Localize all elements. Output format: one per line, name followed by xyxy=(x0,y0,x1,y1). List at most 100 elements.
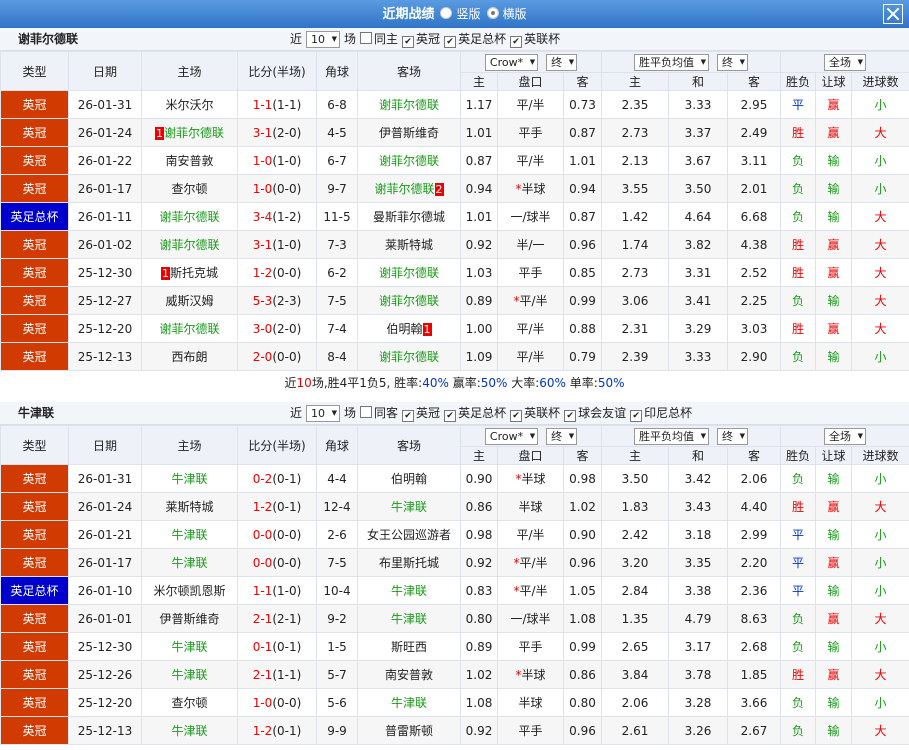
summary-part: 赢率: xyxy=(448,376,481,390)
odds: 2.73 xyxy=(601,258,669,287)
odds: 1.09 xyxy=(460,342,498,371)
team: 牛津联 xyxy=(171,556,208,570)
team: 牛津联 xyxy=(390,584,427,598)
odds-value: 3.50 xyxy=(621,471,649,486)
score: 3-0(2-0) xyxy=(237,314,317,343)
match-row: 英冠 26-01-02 谢菲尔德联 3-1(1-0) 7-3 莱斯特城 0.92 半/一 0.9… xyxy=(0,230,909,259)
odds: 0.87 xyxy=(563,202,602,231)
checkbox[interactable]: ✔ xyxy=(402,36,415,48)
score: 1-1(1-1) xyxy=(237,90,317,119)
count-select[interactable]: 10 xyxy=(306,31,341,48)
away-team: 伊普斯维奇 xyxy=(357,118,461,147)
result: 小 xyxy=(851,146,909,175)
odds: 2.42 xyxy=(601,520,669,549)
odds: 3.11 xyxy=(727,146,781,175)
dropdown[interactable]: 全场 xyxy=(824,53,866,71)
dropdown[interactable]: 终 xyxy=(717,427,748,445)
checkbox[interactable]: ✔ xyxy=(510,36,523,48)
dropdown[interactable]: 胜平负均值 xyxy=(634,427,709,445)
odds-value: 半球 xyxy=(518,696,543,710)
checkbox[interactable]: ✔ xyxy=(510,410,523,422)
checkbox[interactable]: ✔ xyxy=(444,410,457,422)
odds: 1.74 xyxy=(601,230,669,259)
odds: 2.52 xyxy=(727,258,781,287)
odds: 0.94 xyxy=(563,174,602,203)
odds: 0.86 xyxy=(563,660,602,689)
odds: 0.80 xyxy=(460,604,498,633)
score: 0-1(0-1) xyxy=(237,632,317,661)
checkbox[interactable]: ✔ xyxy=(564,410,577,422)
odds-value: 3.41 xyxy=(684,293,712,308)
odds: 0.80 xyxy=(563,688,602,717)
odds: 3.50 xyxy=(601,464,669,493)
team: 牛津联 xyxy=(171,724,208,738)
result: 输 xyxy=(815,716,852,745)
checkbox-label: 英冠 xyxy=(416,406,441,420)
subcolumn-header: 客 xyxy=(563,72,602,91)
odds-value: 0.83 xyxy=(465,583,493,598)
checkbox[interactable]: ✔ xyxy=(630,410,643,422)
red-card: 2 xyxy=(434,183,444,196)
dropdown[interactable]: 终 xyxy=(546,53,578,71)
full-score: 2-0 xyxy=(252,349,273,364)
odds-value: 平/半 xyxy=(516,528,545,542)
dropdown[interactable]: 终 xyxy=(546,427,578,445)
team: 斯旺西 xyxy=(390,640,427,654)
odds: 平/半 xyxy=(497,146,564,175)
half-score: (1-0) xyxy=(272,237,302,252)
match-row: 英冠 25-12-20 查尔顿 1-0(0-0) 5-6 牛津联 1.08 半球 0.80 2.0… xyxy=(0,688,909,717)
full-score: 1-1 xyxy=(252,97,273,112)
full-score: 3-0 xyxy=(252,321,273,336)
odds: 0.92 xyxy=(460,716,498,745)
odds: 4.38 xyxy=(727,230,781,259)
dropdown[interactable]: 终 xyxy=(717,53,748,71)
odds-value: 4.79 xyxy=(684,611,712,626)
dropdown[interactable]: 全场 xyxy=(824,427,866,445)
odds-value: 2.61 xyxy=(621,723,649,738)
dropdown[interactable]: Crow* xyxy=(484,53,539,71)
odds: 3.67 xyxy=(668,146,728,175)
date: 25-12-20 xyxy=(68,688,142,717)
match-row: 英冠 26-01-24 1谢菲尔德联 3-1(2-0) 4-5 伊普斯维奇 1.01 平手 0.… xyxy=(0,118,909,147)
corners: 9-2 xyxy=(316,604,358,633)
match-type: 英冠 xyxy=(0,90,69,119)
full-score: 3-1 xyxy=(252,237,273,252)
odds: 4.79 xyxy=(668,604,728,633)
home-team: 牛津联 xyxy=(141,464,238,493)
dropdown[interactable]: 胜平负均值 xyxy=(634,53,709,71)
odds: 平/半 xyxy=(497,314,564,343)
odds: 0.96 xyxy=(563,548,602,577)
count-select[interactable]: 10 xyxy=(306,405,341,422)
team: 谢菲尔德联 xyxy=(159,238,220,252)
team: 查尔顿 xyxy=(171,182,208,196)
checkbox[interactable] xyxy=(360,32,373,44)
checkbox[interactable]: ✔ xyxy=(402,410,415,422)
result: 负 xyxy=(780,146,816,175)
dropdown-cell: Crow* 终 xyxy=(460,425,602,447)
subheader-row: 主盘口客主和客胜负 让球 进球数 xyxy=(1,72,909,91)
odds-value: 3.11 xyxy=(740,153,768,168)
radio[interactable] xyxy=(440,7,453,19)
radio[interactable] xyxy=(486,7,499,19)
odds: 1.83 xyxy=(601,492,669,521)
match-row: 英冠 26-01-17 牛津联 0-0(0-0) 7-5 布里斯托城 0.92 *平/半 0.9… xyxy=(0,548,909,577)
summary-part: 40% xyxy=(422,376,449,390)
date: 26-01-17 xyxy=(68,548,142,577)
odds-value: 0.73 xyxy=(569,97,596,112)
checkbox[interactable]: ✔ xyxy=(444,36,457,48)
close-button[interactable] xyxy=(883,4,903,24)
subcolumn-header: 客 xyxy=(563,446,602,465)
odds-value: 3.43 xyxy=(684,499,712,514)
checkbox[interactable] xyxy=(360,406,373,418)
odds-value: 2.36 xyxy=(740,583,768,598)
dropdown[interactable]: Crow* xyxy=(484,427,539,445)
match-type: 英冠 xyxy=(0,286,69,315)
odds-value: 2.39 xyxy=(621,349,649,364)
away-team: 斯旺西 xyxy=(357,632,461,661)
result: 赢 xyxy=(815,660,852,689)
result: 输 xyxy=(815,688,852,717)
full-score: 1-0 xyxy=(252,181,273,196)
result: 胜 xyxy=(780,492,816,521)
team: 谢菲尔德联 xyxy=(374,182,435,196)
